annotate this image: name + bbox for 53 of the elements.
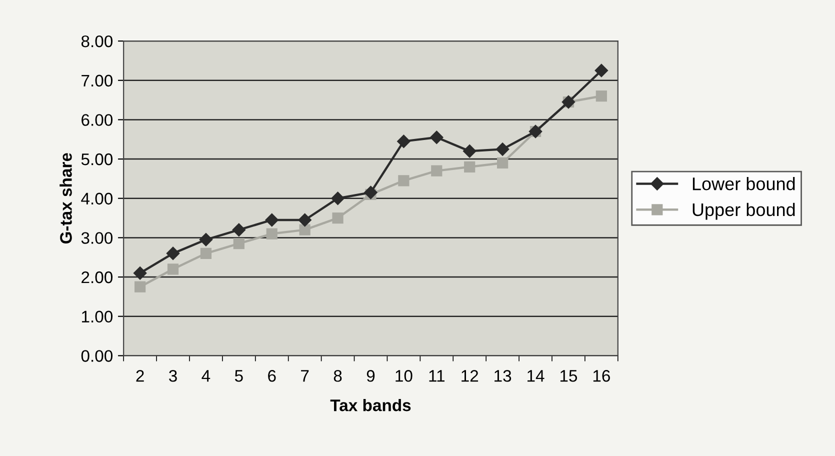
- x-tick-label: 12: [462, 370, 478, 382]
- y-tick-label: 8.00: [81, 35, 113, 48]
- point: [397, 134, 410, 148]
- x-tick-label: 9: [366, 370, 375, 382]
- point: [266, 228, 278, 240]
- legend-label: Upper bound: [692, 202, 795, 220]
- point: [199, 233, 213, 246]
- x-tick-label: 8: [334, 370, 342, 382]
- y-tick-label: 0.00: [81, 350, 113, 362]
- y-axis-title: G-tax share: [60, 153, 72, 244]
- point: [430, 130, 444, 144]
- y-tick-label: 4.00: [81, 192, 113, 205]
- point: [233, 238, 244, 250]
- x-tick-label: 6: [268, 370, 276, 382]
- y-tick-label: 2.00: [82, 271, 113, 284]
- x-axis-title: Tax bands: [330, 398, 411, 412]
- point: [332, 212, 344, 224]
- point: [298, 213, 312, 227]
- x-tick-label: 7: [301, 370, 309, 382]
- x-tick-label: 14: [528, 370, 544, 382]
- y-tick-label: 3.00: [81, 232, 113, 244]
- point: [497, 157, 508, 169]
- x-tick-label: 15: [560, 370, 578, 382]
- legend-label: Lower bound: [692, 177, 795, 190]
- point: [232, 223, 246, 236]
- point: [200, 248, 212, 259]
- point: [166, 246, 180, 260]
- point: [133, 266, 147, 280]
- point: [463, 144, 476, 158]
- y-tick-label: 6.00: [82, 114, 113, 126]
- x-tick-label: 16: [593, 370, 610, 382]
- x-tick-label: 4: [202, 370, 210, 382]
- point: [299, 224, 310, 236]
- x-tick-label: 11: [429, 370, 444, 382]
- point: [464, 161, 476, 172]
- point: [364, 186, 378, 200]
- point: [596, 90, 607, 102]
- point: [431, 165, 442, 176]
- x-tick-label: 3: [169, 370, 177, 382]
- x-tick-label: 13: [494, 370, 512, 382]
- y-tick-label: 5.00: [81, 153, 113, 166]
- point: [331, 192, 344, 205]
- point: [398, 175, 410, 186]
- point: [265, 213, 278, 227]
- x-tick-label: 2: [136, 370, 144, 382]
- point: [496, 142, 510, 156]
- x-tick-label: 10: [396, 370, 412, 382]
- y-tick-label: 1.00: [82, 310, 113, 323]
- point: [594, 64, 608, 78]
- y-tick-label: 7.00: [82, 74, 113, 87]
- x-tick-label: 5: [234, 370, 243, 382]
- point: [167, 264, 179, 275]
- point: [134, 281, 146, 292]
